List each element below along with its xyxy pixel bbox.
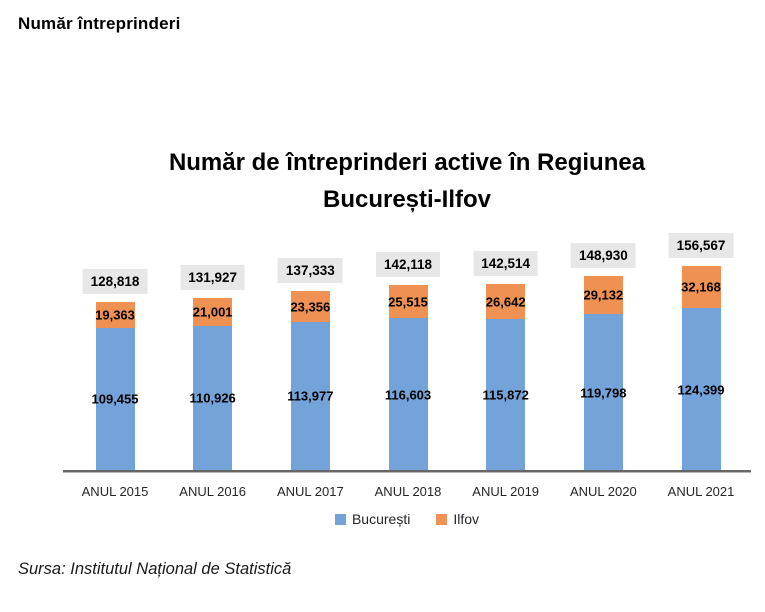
x-axis-label-2021: ANUL 2021	[667, 484, 735, 499]
bar-value-bucuresti-2017: 113,977	[287, 388, 334, 404]
x-axis-label-2016: ANUL 2016	[179, 484, 247, 499]
bar-total-label-2018: 142,118	[375, 251, 441, 277]
bar-value-bucuresti-2018: 116,603	[384, 387, 432, 403]
bar-segment-bucuresti-2016	[193, 325, 233, 471]
bar-value-bucuresti-2015: 109,455	[91, 391, 139, 407]
legend: București Ilfov	[63, 511, 751, 527]
bar-value-bucuresti-2016: 110,926	[189, 390, 236, 406]
chart-title-line2: București-Ilfov	[322, 186, 492, 213]
bar-segment-ilfov-2016	[193, 298, 233, 326]
legend-item-bucuresti: București	[334, 511, 411, 527]
x-axis-label-2017: ANUL 2017	[276, 484, 344, 499]
chart-title-line1: Număr de întreprinderi active în Regiune…	[168, 149, 646, 176]
legend-item-ilfov: Ilfov	[436, 511, 479, 527]
source-note: Sursa: Institutul Național de Statistică	[18, 560, 292, 578]
x-axis-label-2020: ANUL 2020	[569, 484, 637, 499]
x-axis-label-2018: ANUL 2018	[374, 484, 442, 499]
bar-segment-ilfov-2021	[681, 266, 721, 309]
bar-total-label-2021: 156,567	[668, 233, 734, 259]
chart-title: Număr de întreprinderi active în Regiune…	[63, 144, 751, 218]
bar-segment-ilfov-2017	[290, 291, 330, 322]
document-title: Număr întreprinderi	[18, 14, 181, 33]
bar-value-ilfov-2016: 21,001	[192, 304, 233, 320]
bar-value-ilfov-2017: 23,356	[290, 299, 331, 315]
bar-total-label-2020: 148,930	[570, 243, 636, 269]
x-axis-label-2015: ANUL 2015	[81, 484, 149, 499]
bar-value-ilfov-2018: 25,515	[388, 294, 428, 310]
bar-total-label-2017: 137,333	[277, 258, 343, 284]
bar-value-ilfov-2015: 19,363	[95, 307, 135, 323]
bar-value-ilfov-2020: 29,132	[583, 287, 624, 303]
bar-segment-bucuresti-2018	[388, 318, 428, 471]
x-axis-line	[63, 470, 751, 473]
bar-total-label-2016: 131,927	[180, 265, 246, 291]
legend-label-ilfov: Ilfov	[453, 511, 480, 527]
legend-swatch-ilfov-icon	[436, 513, 448, 525]
bar-segment-bucuresti-2015	[95, 327, 135, 471]
bar-segment-ilfov-2015	[95, 302, 135, 328]
bar-total-label-2015: 128,818	[82, 269, 148, 295]
bar-value-ilfov-2019: 26,642	[485, 294, 526, 310]
bar-segment-ilfov-2019	[486, 284, 526, 320]
legend-swatch-bucuresti-icon	[334, 513, 346, 525]
bar-value-ilfov-2021: 32,168	[681, 279, 721, 295]
bar-value-bucuresti-2020: 119,798	[580, 385, 627, 401]
bar-value-bucuresti-2019: 115,872	[482, 387, 529, 403]
legend-label-bucuresti: București	[351, 511, 411, 527]
bar-segment-bucuresti-2021	[681, 308, 721, 471]
bar-segment-ilfov-2020	[583, 276, 623, 315]
bar-value-bucuresti-2021: 124,399	[677, 382, 725, 398]
bar-segment-bucuresti-2020	[583, 314, 623, 471]
bar-segment-bucuresti-2017	[290, 321, 330, 471]
bar-segment-bucuresti-2019	[486, 319, 526, 471]
bar-segment-ilfov-2018	[388, 284, 428, 319]
bar-total-label-2019: 142,514	[473, 251, 539, 277]
x-axis-label-2019: ANUL 2019	[472, 484, 540, 499]
